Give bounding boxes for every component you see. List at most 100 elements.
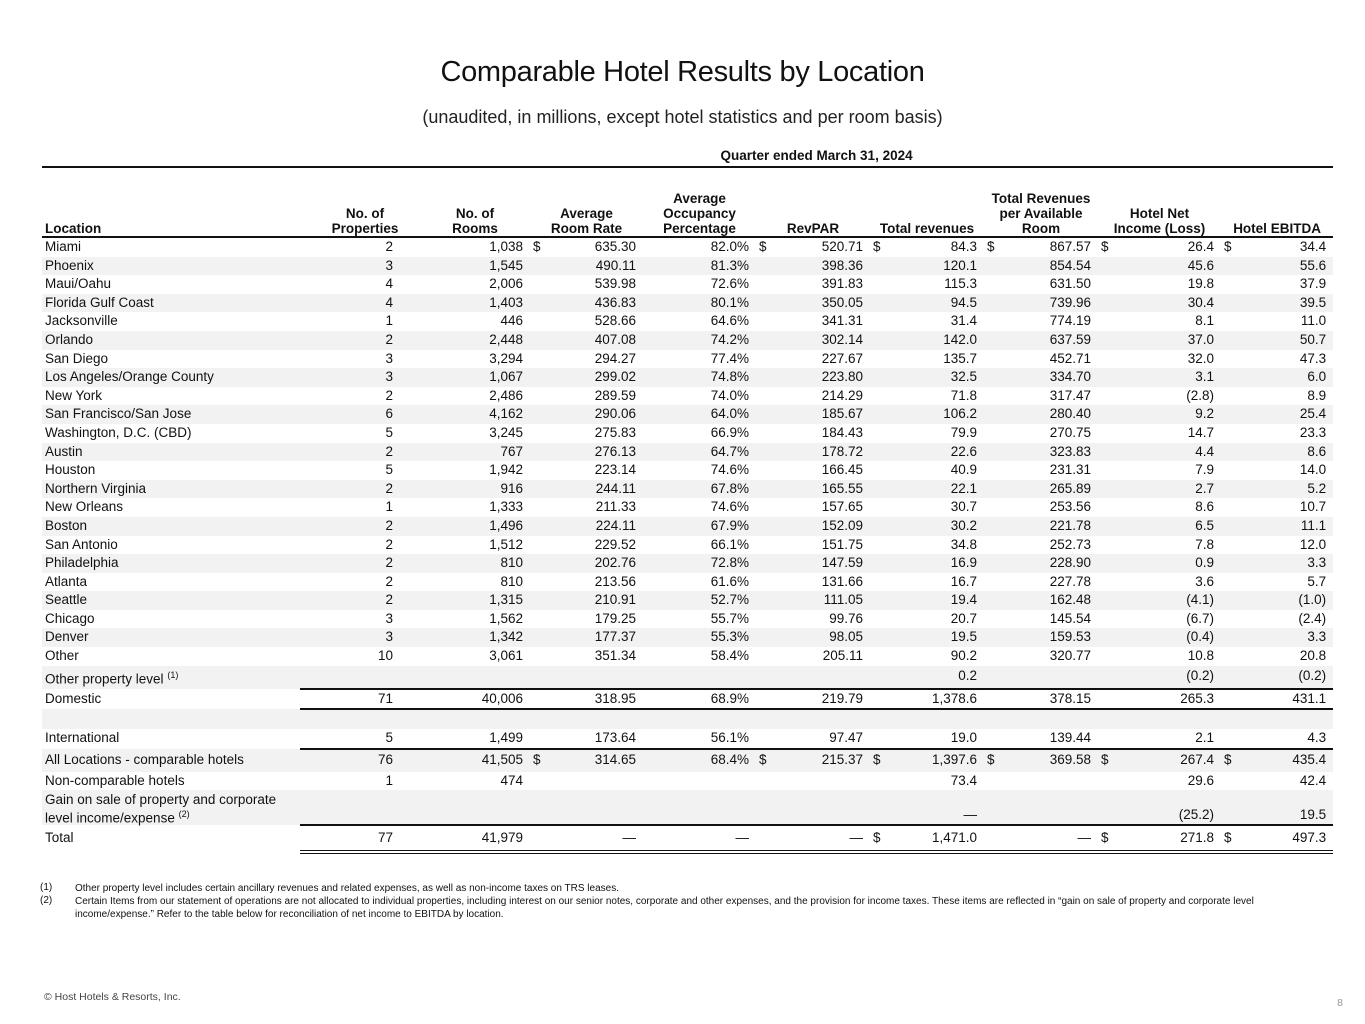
dollar-sign [756,405,770,424]
dollar-sign [530,554,545,573]
location-label: Miami [45,239,81,254]
occ-cell: 64.0% [643,405,756,424]
dollar-sign [756,728,770,750]
hni-cell: 7.9 [1195,462,1214,478]
adr-cell [545,790,643,826]
rooms-cell: 1,545 [400,256,530,276]
totrev-cell: 30.7 [950,499,977,515]
dollar-sign [870,709,884,729]
table-row: San Diego 3 3,294 294.27 77.4% 227.67 135.7 452… [42,350,1333,369]
dollar-sign [1098,442,1116,462]
rooms-cell: 1,342 [400,628,530,648]
dollar-sign [870,293,884,313]
location-label: Northern Virginia [45,480,147,496]
adr-cell: 202.76 [545,554,643,573]
dollar-sign [1098,479,1116,499]
totrev-cell: 1,471.0 [884,824,984,855]
dollar-sign [1098,573,1116,592]
location-cell: Gain on sale of property and corporate l… [42,790,300,826]
dollar-sign [530,628,545,648]
hni-cell: 7.8 [1195,536,1214,552]
location-cell: San Francisco/San Jose [42,405,300,424]
props-cell: 2 [385,536,393,552]
dollar-sign [756,312,770,331]
location-label: San Diego [45,350,109,366]
dollar-sign [984,573,998,592]
dollar-sign [1221,312,1232,331]
dollar-sign [756,647,770,666]
dollar-sign [756,687,770,711]
rooms-cell [400,790,530,826]
hni-cell: (4.1) [1116,591,1221,610]
location-label: Seattle [45,592,88,608]
trevpar-cell [998,709,1098,729]
occ-cell: 81.3% [643,256,756,276]
dollar-sign [870,424,884,443]
location-cell: International [42,729,300,749]
revpar-cell: 151.75 [821,536,863,552]
dollar-sign [1221,516,1232,536]
location-cell: New Orleans [42,498,300,517]
dollar-sign [1221,498,1232,517]
trevpar-cell: 280.40 [998,405,1098,424]
occ-cell: 58.4% [710,648,749,664]
dollar-sign [1098,256,1116,276]
location-cell: Orlando [42,330,300,350]
rooms-cell: 1,562 [489,610,523,626]
revpar-cell [770,709,870,729]
revpar-cell: 99.76 [829,610,863,626]
dollar-sign [870,461,884,480]
props-cell: 2 [300,442,400,462]
location-cell: Denver [42,628,300,648]
dollar-sign [1098,647,1116,666]
occ-cell [643,665,756,689]
occ-cell: 74.6% [710,499,749,515]
rooms-cell: 810 [400,554,530,573]
dollar-sign [870,687,884,711]
dollar-sign [1098,728,1116,750]
totrev-cell: 31.4 [950,313,977,329]
revpar-cell: 97.47 [770,728,870,750]
trevpar-cell: 270.75 [1049,424,1091,440]
dollar-sign [1221,554,1232,573]
dollar-sign [530,275,545,294]
dollar-sign [530,350,545,369]
props-cell: 3 [300,256,400,276]
dollar-sign [530,772,545,791]
hni-cell: (25.2) [1116,790,1221,826]
location-label: New York [45,387,103,403]
dollar-sign [1221,442,1232,462]
location-label: Total [45,830,74,846]
page-subtitle: (unaudited, in millions, except hotel st… [422,107,943,127]
hni-cell: 267.4 [1116,748,1221,772]
occ-cell: 61.6% [710,573,749,589]
ebitda-cell: 37.9 [1299,276,1327,292]
trevpar-cell [998,790,1098,826]
hni-cell: (0.2) [1116,665,1221,689]
adr-cell: 299.02 [545,368,643,387]
props-cell: 10 [377,648,393,664]
revpar-cell: 166.45 [821,462,863,478]
location-cell [42,709,300,729]
table-row: Non-comparable hotels 1 474 73.4 29.6 42.4 [42,772,1333,791]
table-row: Los Angeles/Orange County 3 1,067 299.02 74.… [42,368,1334,387]
location-label: Gain on sale of property and corporate l… [45,791,277,826]
totrev-cell: 34.8 [950,536,977,552]
location-cell: San Diego [42,350,300,369]
hotel-results-table: Quarter ended March 31, 2024 Location No… [42,144,1334,855]
dollar-sign [756,790,770,826]
dollar-sign [1098,461,1116,480]
dollar-sign [530,516,545,536]
dollar-sign [1221,424,1232,443]
dollar-sign [984,772,998,791]
dollar-sign [870,591,884,610]
ebitda-cell: 435.4 [1232,748,1334,772]
dollar-sign [530,573,545,592]
adr-cell: 290.06 [545,405,643,424]
revpar-cell: 391.83 [821,276,863,292]
location-label: Austin [45,443,83,459]
rooms-cell: 4,162 [400,405,530,424]
header-location: Location [42,167,300,238]
dollar-sign [870,350,884,369]
adr-cell: 318.95 [545,687,643,711]
